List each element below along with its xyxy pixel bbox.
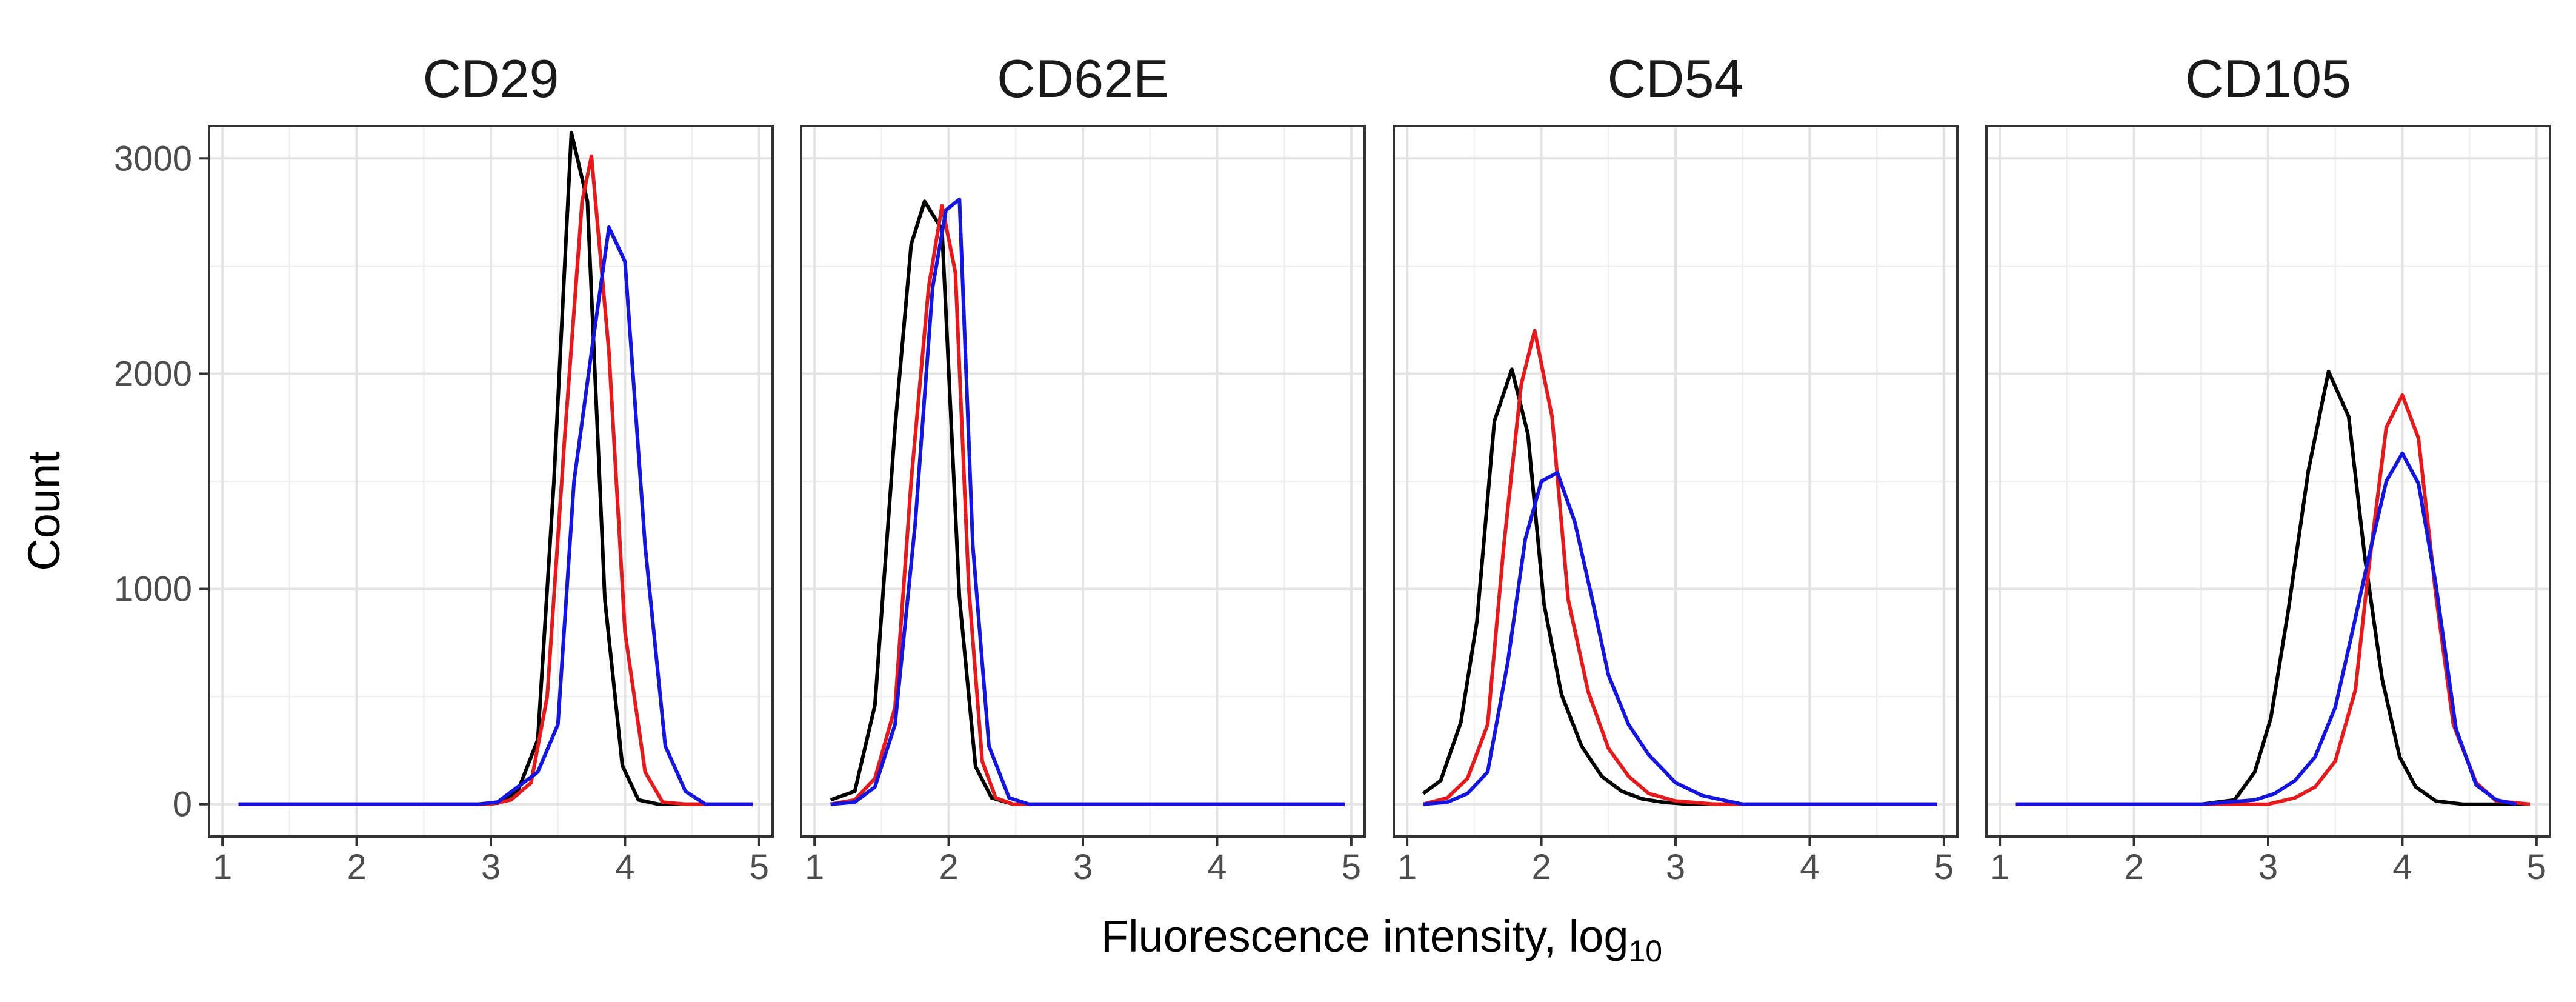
series-line-3 <box>238 225 753 806</box>
y-tick-label: 1000 <box>114 570 192 609</box>
x-tick-label: 5 <box>2527 847 2546 887</box>
series-line-1 <box>830 199 1345 806</box>
x-tick-label: 4 <box>1207 847 1226 887</box>
y-axis-title: Count <box>19 451 69 571</box>
x-tick-label: 4 <box>615 847 634 887</box>
x-axis-title-subscript: 10 <box>1629 934 1663 968</box>
series-line-2 <box>830 204 1345 806</box>
panel-cd62e: 1 2 3 4 5 CD62E <box>800 48 1366 887</box>
x-axis-title: Fluorescence intensity, log10 <box>1101 911 1662 968</box>
x-tick-label: 1 <box>1990 847 2009 887</box>
series-line-1 <box>2015 369 2530 806</box>
series-line-3 <box>1423 470 1937 806</box>
x-tick-label: 4 <box>1800 847 1819 887</box>
x-tick-label: 2 <box>2124 847 2143 887</box>
panels-group: 1 2 3 4 5 0 1000 2000 3000 CD29 1 2 3 4 5 CD62E 1 2 3 4 5 CD5… <box>114 48 2551 887</box>
x-tick-label: 1 <box>805 847 824 887</box>
series-line-2 <box>238 154 753 806</box>
x-tick-label: 1 <box>213 847 232 887</box>
x-tick-label: 2 <box>939 847 958 887</box>
panel-cd54: 1 2 3 4 5 CD54 <box>1393 48 1959 887</box>
panel-title: CD29 <box>423 48 559 109</box>
y-tick-label: 0 <box>173 785 192 824</box>
series-line-3 <box>830 197 1345 806</box>
x-tick-label: 1 <box>1397 847 1417 887</box>
x-tick-label: 3 <box>1073 847 1093 887</box>
series-line-3 <box>2015 451 2517 806</box>
series-line-2 <box>1422 329 1937 806</box>
x-tick-label: 2 <box>1531 847 1551 887</box>
x-tick-label: 3 <box>2258 847 2278 887</box>
x-tick-label: 5 <box>1342 847 1361 887</box>
x-tick-label: 2 <box>347 847 366 887</box>
panel-title: CD62E <box>997 48 1169 109</box>
x-tick-label: 3 <box>1666 847 1685 887</box>
x-tick-label: 3 <box>481 847 501 887</box>
x-axis-title-main: Fluorescence intensity, log <box>1101 911 1629 961</box>
y-tick-label: 3000 <box>114 139 192 178</box>
panel-title: CD54 <box>1608 48 1744 109</box>
x-tick-label: 5 <box>750 847 769 887</box>
panel-title: CD105 <box>2185 48 2351 109</box>
x-tick-label: 5 <box>1934 847 1954 887</box>
x-tick-label: 4 <box>2392 847 2412 887</box>
series-line-2 <box>2015 393 2531 806</box>
panel-cd105: 1 2 3 4 5 CD105 <box>1985 48 2551 887</box>
panel-cd29: 1 2 3 4 5 0 1000 2000 3000 CD29 <box>114 48 774 887</box>
y-tick-label: 2000 <box>114 354 192 393</box>
series-line-1 <box>1422 367 1937 806</box>
series-line-1 <box>238 130 753 806</box>
